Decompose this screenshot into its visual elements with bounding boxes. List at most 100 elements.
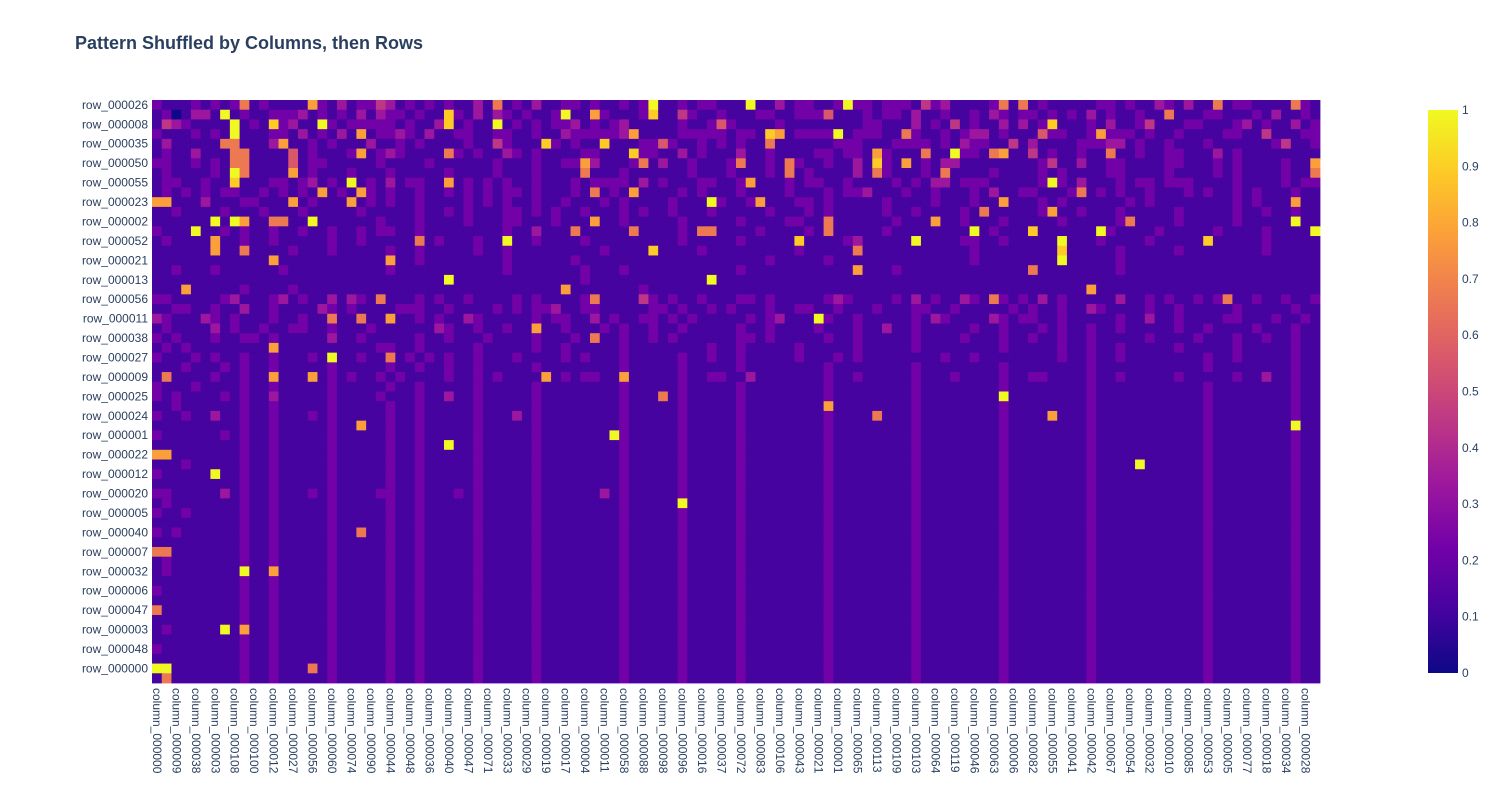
heatmap-cell [1251,119,1262,130]
heatmap-cell [1222,488,1233,499]
heatmap-cell [541,342,552,354]
heatmap-cell [619,109,630,120]
heatmap-cell [891,430,902,441]
heatmap-cell [774,420,786,431]
heatmap-cell [200,469,211,480]
heatmap-cell [210,177,221,188]
heatmap-cell [833,284,844,295]
heatmap-cell [551,226,562,237]
heatmap-cell [1310,168,1321,179]
heatmap-cell [1018,352,1029,363]
heatmap-cell [1242,401,1253,412]
heatmap-cell [765,333,776,344]
heatmap-cell [434,265,445,276]
heatmap-cell [1310,449,1321,460]
heatmap-cell [1057,459,1068,470]
heatmap-cell [210,459,221,470]
heatmap-cell [1310,197,1321,208]
heatmap-cell [580,449,591,460]
heatmap-cell [736,284,747,295]
heatmap-cell [1203,391,1214,402]
heatmap-cell [1018,216,1029,227]
heatmap-cell [210,352,221,363]
heatmap-cell [648,323,659,334]
heatmap-cell [1037,274,1048,286]
heatmap-cell [268,206,279,217]
heatmap-cell [833,440,844,451]
heatmap-cell [1164,245,1175,256]
heatmap-cell [152,401,163,412]
heatmap-cell [1028,158,1039,169]
heatmap-cell [745,274,756,286]
heatmap-cell [278,440,289,451]
heatmap-cell [619,148,630,159]
heatmap-cell [346,362,357,373]
heatmap-cell [619,469,630,480]
heatmap-cell [716,391,727,402]
heatmap-cell [833,498,844,509]
heatmap-cell [1144,158,1155,169]
heatmap-cell [852,469,863,480]
heatmap-cell [989,119,1000,130]
heatmap-cell [989,488,1000,499]
heatmap-cell [872,323,883,334]
heatmap-cell [259,119,270,130]
heatmap-cell [249,100,260,111]
heatmap-cell [872,333,883,344]
heatmap-cell [901,304,912,315]
heatmap-cell [1193,265,1204,276]
heatmap-cell [658,372,669,383]
heatmap-cell [1105,362,1116,373]
heatmap-cell [444,401,455,412]
heatmap-cell [969,449,980,460]
heatmap-cell [745,100,756,111]
heatmap-cell [1183,372,1194,383]
heatmap-cell [726,226,737,237]
heatmap-cell [190,488,202,499]
heatmap-cell [307,148,318,159]
heatmap-cell [940,109,951,120]
heatmap-cell [220,274,231,286]
heatmap-cell [1057,420,1068,431]
heatmap-cell [580,333,591,344]
heatmap-cell [911,469,922,480]
heatmap-cell [765,129,776,140]
heatmap-cell [152,245,163,256]
heatmap-cell [862,226,873,237]
heatmap-cell [570,362,581,373]
heatmap-cell [590,274,601,286]
heatmap-cell [220,158,231,169]
heatmap-cell [200,488,211,499]
heatmap-cell [249,440,260,451]
heatmap-cell [1008,440,1019,451]
heatmap-cell [210,255,221,266]
heatmap-cell [317,177,328,188]
heatmap-cell [298,372,309,383]
heatmap-cell [590,381,601,392]
heatmap-cell [210,430,221,441]
heatmap-cell [599,109,610,120]
heatmap-cell [1212,488,1224,499]
heatmap-cell [862,478,873,490]
heatmap-cell [940,381,951,392]
heatmap-cell [998,449,1009,460]
heatmap-cell [502,401,513,412]
heatmap-cell [852,265,863,276]
heatmap-cell [541,372,552,383]
heatmap-cell [969,469,980,480]
heatmap-cell [833,294,844,305]
heatmap-cell [1310,255,1321,266]
heatmap-cell [220,177,231,188]
heatmap-cell [1203,206,1214,217]
heatmap-cell [1066,158,1078,169]
heatmap-cell [512,488,523,499]
heatmap-cell [882,226,893,237]
heatmap-cell [1018,109,1029,120]
heatmap-cell [745,187,756,198]
heatmap-cell [356,498,367,509]
heatmap-cell [1300,459,1311,470]
heatmap-cell [920,352,932,363]
heatmap-cell [405,352,416,363]
heatmap-cell [745,265,756,276]
heatmap-cell [560,197,571,208]
